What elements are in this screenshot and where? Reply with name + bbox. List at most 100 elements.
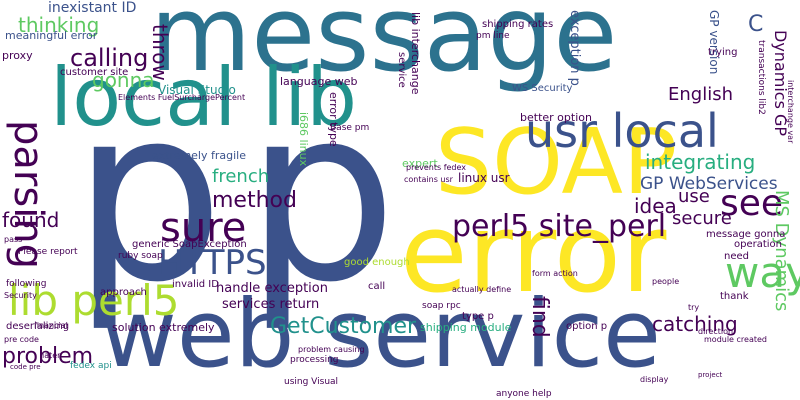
word-fedex-api: fedex api [70, 361, 112, 371]
word-call: call [368, 281, 386, 292]
word-soap-rpc: soap rpc [422, 301, 461, 311]
word-web-service: web service [100, 280, 661, 389]
word-generic-soapexception: generic SoapException [132, 239, 247, 250]
word-i686-linux: i686 linux [297, 112, 310, 167]
word-ruby-soap: ruby soap [118, 251, 163, 261]
word-try: try [688, 303, 700, 312]
word-operation: operation [734, 239, 783, 250]
word-c: C [748, 12, 764, 37]
word-module-created: module created [704, 335, 767, 344]
word-lib-interchange: lib interchange [409, 12, 422, 95]
word-later: later [42, 351, 61, 360]
word-catching: catching [652, 312, 738, 336]
word-english: English [668, 84, 733, 105]
word-pre-code: pre code [4, 335, 39, 344]
word-thinking: thinking [18, 13, 100, 37]
word-lib-perl5: lib perl5 [8, 276, 180, 325]
word-type-p: type p [462, 311, 494, 322]
word-dynamics-gp: Dynamics GP [771, 30, 790, 137]
word-problem-causing: problem causing [298, 345, 365, 354]
word-good-enough: good enough [344, 257, 410, 268]
word-ms-dynamics: MS Dynamics [771, 190, 792, 312]
word-exception-p: exception p [567, 10, 582, 86]
word-gonna: gonna [92, 68, 155, 92]
word-getcustomer: GetCustomer [270, 314, 417, 339]
word-customer-site: customer site [60, 67, 129, 78]
word-deserializing: deserializing [6, 321, 70, 332]
word-base-pm: Base pm [330, 123, 370, 133]
word-financial: financial [34, 321, 68, 330]
word-form-action: form action [532, 269, 578, 278]
word-expert: expert [402, 157, 438, 170]
word-following: following [6, 279, 47, 289]
word-option-p: option p [566, 321, 608, 332]
word-approach: approach [100, 287, 147, 298]
word-service: service [396, 52, 407, 88]
word-contains-usr: contains usr [404, 175, 453, 184]
word-sure: sure [160, 205, 247, 251]
word-handle-exception: handle exception [216, 281, 328, 296]
word-french: french [212, 166, 270, 187]
word-parsing: parsing [5, 120, 51, 270]
word-services-return: services return [222, 297, 320, 312]
word-error: error [400, 189, 667, 317]
word-integrating: integrating [645, 150, 756, 174]
word-inexistant-id: inexistant ID [48, 0, 137, 16]
word-anyone-help: anyone help [496, 389, 552, 399]
word-found: found [2, 208, 60, 232]
word-pm-line: pm line [476, 31, 510, 41]
word-https: HTTPS [158, 243, 267, 283]
word-use: use [678, 186, 710, 207]
word-project: project [698, 371, 723, 379]
word-meaningful-error: meaningful error [5, 29, 98, 42]
word-using-visual: using Visual [284, 377, 339, 387]
word-better-option: better option [520, 111, 592, 124]
word-soap: SOAP [435, 110, 678, 215]
word-actually-define: actually define [452, 285, 512, 294]
word-usr-local: usr local [525, 104, 719, 158]
word-direction: direction [698, 327, 734, 336]
word-pass: pass [4, 235, 23, 244]
word-security: Security [4, 291, 37, 300]
word-see: see [720, 183, 784, 224]
word-invalid-id: invalid ID [172, 279, 219, 290]
word-visual-studio: Visual Studio [158, 83, 236, 97]
word-extremely-fragile: extremely fragile [152, 149, 246, 162]
word-shipping-rates: shipping rates [482, 19, 554, 30]
word-find: find [527, 296, 552, 338]
word-problem: problem [2, 344, 94, 369]
word-throw: throw [148, 24, 172, 81]
word-processing: processing [290, 355, 339, 365]
word-local-lib: local lib [50, 51, 358, 144]
word-error-type: error type [327, 92, 340, 147]
word-p-right: p [245, 55, 398, 335]
word-trying: trying [708, 47, 738, 58]
word-gp-version: GP version [707, 10, 721, 75]
word-proxy: proxy [2, 49, 33, 62]
word-solution-extremely: solution extremely [112, 321, 215, 334]
word-message-gonna: message gonna [706, 229, 786, 240]
word-message: message [150, 0, 618, 95]
word-way: way [725, 248, 800, 297]
word-transactions-lib: transactions lib2 [756, 40, 766, 115]
word-ws-security: WS Security [512, 83, 573, 94]
word-elements-fuelsurcharge: Elements FuelSurchargePercent [118, 93, 246, 102]
word-method: method [212, 188, 297, 213]
word-interchange-var: interchange var [786, 80, 795, 144]
word-display: display [640, 375, 669, 384]
word-gp-webservices: GP WebServices [640, 174, 778, 194]
word-p-left: p [72, 55, 225, 335]
word-language-web: language web [280, 75, 358, 88]
word-prevents-fedex: prevents fedex [406, 163, 467, 172]
word-perl5-site-perl: perl5 site_perl [452, 209, 667, 244]
word-calling: calling [70, 44, 149, 72]
word-shipping-module: shipping module [420, 321, 512, 334]
word-idea: idea [634, 194, 677, 218]
word-please-report: Please report [18, 247, 78, 257]
word-code-pre: code pre [10, 363, 41, 371]
word-secure: secure [672, 208, 732, 229]
word-linux-usr: linux usr [458, 171, 510, 185]
word-people: people [652, 277, 680, 286]
word-thank: thank [720, 291, 749, 302]
